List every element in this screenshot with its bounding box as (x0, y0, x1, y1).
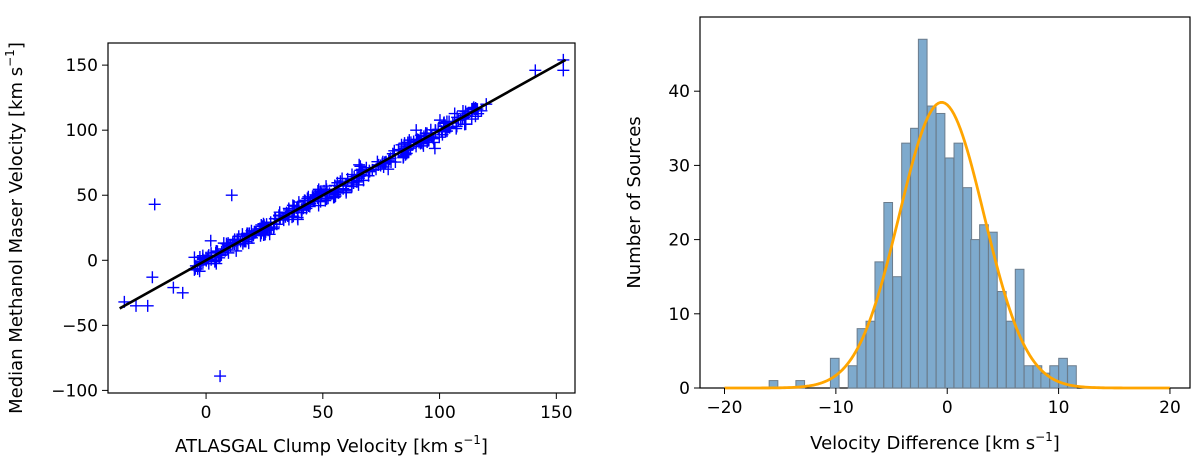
scatter-point (399, 148, 412, 161)
histogram-bar (996, 291, 1007, 389)
scatter-point (433, 131, 446, 144)
scatter-x-axis-label-text: ATLASGAL Clump Velocity [km s (175, 436, 463, 457)
histogram-bar (1023, 365, 1034, 389)
histogram-bar (847, 365, 858, 389)
scatter-x-axis-label-sup: −1 (463, 433, 481, 447)
scatter-point (167, 281, 180, 294)
histogram-y-tick-label: 20 (668, 231, 690, 251)
histogram-y-tick-label: 40 (668, 82, 690, 102)
scatter-y-tick-label: −50 (62, 316, 98, 336)
scatter-x-axis-label-close: ] (481, 436, 488, 457)
histogram-bar (970, 239, 980, 389)
histogram-bar (917, 38, 928, 389)
scatter-y-tick-label: −100 (51, 381, 98, 401)
scatter-point (436, 128, 449, 141)
scatter-point (225, 189, 238, 202)
histogram-x-axis-label-close: ] (1053, 433, 1060, 454)
histogram-bar (892, 276, 902, 389)
histogram-bar (883, 202, 894, 389)
histogram-marks (724, 38, 1170, 390)
scatter-point (291, 213, 304, 226)
histogram-x-axis: −20 −10 0 10 20 (707, 388, 1181, 418)
scatter-marks (118, 53, 570, 383)
histogram-x-tick-label: 20 (1159, 398, 1181, 418)
histogram-x-axis-label-sup: −1 (1035, 430, 1053, 444)
scatter-point (230, 244, 243, 257)
scatter-point (141, 299, 154, 312)
scatter-point (259, 228, 272, 241)
scatter-point (292, 196, 305, 209)
scatter-point (354, 160, 367, 173)
histogram-y-axis: 0 10 20 30 40 (668, 82, 700, 399)
scatter-point (148, 198, 161, 211)
scatter-point (322, 192, 335, 205)
scatter-plot-area (107, 42, 576, 394)
histogram-x-tick-label: −20 (707, 398, 743, 418)
histogram-x-axis-label: Velocity Difference [km s−1] (810, 430, 1060, 454)
scatter-point (176, 286, 189, 299)
histogram-x-axis-label-text: Velocity Difference [km s (810, 433, 1035, 454)
scatter-x-tick-label: 0 (201, 403, 212, 423)
scatter-panel: 0 50 100 150 −100 −50 0 50 100 150 ATLASGAL Clum… (3, 42, 576, 457)
scatter-point (146, 271, 159, 284)
histogram-bar (1005, 320, 1016, 389)
fit-line (119, 58, 567, 310)
scatter-x-axis: 0 50 100 150 (201, 393, 573, 423)
scatter-point (410, 124, 423, 137)
scatter-point (557, 64, 570, 77)
scatter-point (311, 185, 324, 198)
scatter-point (204, 234, 217, 247)
scatter-y-axis-label-close: ] (6, 42, 27, 49)
histogram-bar (865, 320, 876, 389)
scatter-x-tick-label: 50 (312, 403, 334, 423)
scatter-point (382, 163, 395, 176)
scatter-x-axis-label: ATLASGAL Clump Velocity [km s−1] (175, 433, 488, 457)
scatter-y-tick-label: 50 (76, 186, 98, 206)
scatter-point (448, 107, 461, 120)
scatter-y-axis-label-sup: −1 (3, 49, 17, 67)
scatter-y-axis-label-text: Median Methanol Maser Velocity [km s (6, 67, 27, 414)
histogram-y-tick-label: 0 (679, 379, 690, 399)
scatter-point (188, 251, 201, 264)
histogram-x-tick-label: 0 (942, 398, 953, 418)
histogram-bar (979, 224, 989, 389)
scatter-point (469, 110, 482, 123)
scatter-x-tick-label: 100 (423, 403, 455, 423)
scatter-point (353, 158, 366, 171)
scatter-point (257, 228, 270, 241)
histogram-panel: −20 −10 0 10 20 0 10 20 30 40 Velocity Differenc… (624, 16, 1191, 454)
scatter-point (130, 299, 143, 312)
histogram-bar (953, 142, 964, 389)
histogram-y-tick-label: 30 (668, 156, 690, 176)
histogram-bar (944, 157, 955, 389)
scatter-point (428, 142, 441, 155)
histogram-y-axis-label: Number of Sources (624, 116, 645, 288)
scatter-point (214, 370, 227, 383)
scatter-y-tick-label: 100 (66, 121, 98, 141)
histogram-bar (935, 112, 946, 389)
scatter-y-axis: −100 −50 0 50 100 150 (51, 56, 108, 401)
scatter-point (273, 206, 286, 219)
scatter-y-axis-label: Median Methanol Maser Velocity [km s−1] (3, 42, 27, 414)
histogram-y-tick-label: 10 (668, 305, 690, 325)
scatter-point (320, 193, 333, 206)
scatter-point (282, 202, 295, 215)
scatter-y-tick-label: 150 (66, 56, 98, 76)
scatter-point (340, 186, 353, 199)
scatter-point (529, 64, 542, 77)
gaussian-fit-curve (724, 101, 1170, 390)
histogram-x-tick-label: 10 (1048, 398, 1070, 418)
histogram-x-tick-label: −10 (818, 398, 854, 418)
histogram-bar (1067, 365, 1077, 389)
scatter-x-tick-label: 150 (540, 403, 572, 423)
scatter-point (398, 137, 411, 150)
histogram-bar (926, 105, 937, 389)
scatter-y-tick-label: 0 (87, 251, 98, 271)
